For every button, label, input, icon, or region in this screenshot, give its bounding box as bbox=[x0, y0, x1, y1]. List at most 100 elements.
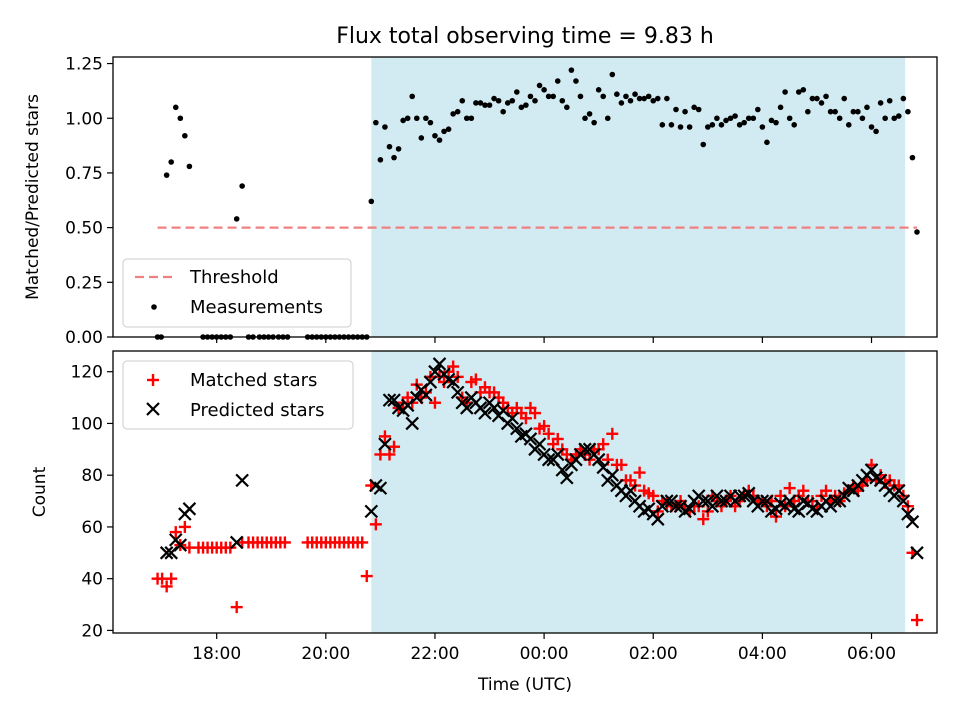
matched-star-point bbox=[551, 432, 564, 445]
measurement-point bbox=[782, 89, 788, 95]
xtick-label: 02:00 bbox=[629, 644, 678, 664]
measurement-point bbox=[600, 93, 607, 100]
measurement-point bbox=[382, 124, 388, 130]
measurement-point bbox=[614, 91, 620, 97]
measurement-point bbox=[427, 119, 434, 126]
ratio-y-axis-label: Matched/Predicted stars bbox=[23, 94, 43, 300]
measurement-point bbox=[186, 163, 193, 170]
predicted-star-point bbox=[460, 401, 474, 415]
measurement-point bbox=[163, 172, 170, 178]
measurement-point bbox=[436, 137, 443, 143]
measurement-point bbox=[536, 82, 543, 89]
predicted-star-point bbox=[696, 494, 711, 508]
measurement-point bbox=[518, 104, 525, 111]
measurement-point bbox=[900, 95, 907, 102]
measurement-point bbox=[714, 115, 720, 122]
ratio-ytick-label: 1.25 bbox=[65, 55, 103, 75]
measurement-point bbox=[391, 154, 397, 161]
chart-title: Flux total observing time = 9.83 h bbox=[336, 24, 714, 49]
measurement-point bbox=[632, 91, 638, 97]
counts-ytick-label: 20 bbox=[81, 621, 103, 641]
counts-ytick-label: 40 bbox=[81, 570, 103, 590]
measurement-point bbox=[841, 95, 848, 102]
matched-star-point bbox=[529, 407, 542, 420]
matched-star-point bbox=[356, 536, 369, 549]
measurement-point bbox=[413, 115, 420, 122]
measurement-point bbox=[432, 132, 438, 139]
measurement-point bbox=[527, 93, 534, 100]
measurement-point bbox=[777, 104, 784, 111]
measurement-point bbox=[832, 108, 838, 115]
measurement-point bbox=[441, 128, 447, 135]
measurement-point bbox=[886, 97, 893, 104]
measurement-point bbox=[404, 115, 411, 122]
measurement-point bbox=[168, 159, 175, 165]
measurement-point bbox=[682, 108, 688, 115]
measurement-point bbox=[791, 122, 798, 128]
matched-star-point bbox=[820, 484, 833, 497]
matched-star-point bbox=[378, 430, 391, 443]
measurement-point bbox=[741, 119, 747, 126]
measurement-point bbox=[773, 119, 779, 126]
measurement-point bbox=[182, 132, 188, 139]
predicted-star-point bbox=[705, 499, 720, 514]
measurement-point bbox=[523, 102, 529, 108]
matched-star-point bbox=[165, 572, 178, 585]
ratio-legend: Threshold Measurements bbox=[122, 258, 352, 328]
counts-panel: 20 40 60 80 100 120 18:00 20:00 22:00 00:00 02:00… bbox=[30, 350, 938, 695]
matched-star-point bbox=[633, 466, 646, 479]
predicted-star-point bbox=[660, 494, 674, 508]
predicted-star-point bbox=[651, 512, 665, 526]
ratio-ytick-label: 1.00 bbox=[65, 109, 103, 129]
matched-star-point bbox=[360, 570, 373, 583]
matched-star-point bbox=[383, 448, 396, 461]
measurements-series bbox=[154, 67, 920, 340]
xtick-label: 04:00 bbox=[738, 644, 787, 664]
legend-predicted-label: Predicted stars bbox=[190, 400, 324, 421]
ratio-x-ticks bbox=[216, 337, 873, 343]
ratio-ytick-label: 0.50 bbox=[65, 219, 103, 239]
predicted-star-point bbox=[532, 437, 547, 451]
counts-series bbox=[151, 357, 924, 627]
predicted-star-point bbox=[419, 388, 433, 402]
matched-star-point bbox=[160, 580, 173, 593]
measurement-point bbox=[545, 93, 552, 100]
measurement-point bbox=[368, 198, 375, 205]
x-axis-label: Time (UTC) bbox=[477, 675, 572, 695]
measurement-point bbox=[686, 124, 693, 130]
matched-star-point bbox=[230, 601, 243, 614]
predicted-star-point bbox=[159, 546, 174, 560]
predicted-star-point bbox=[405, 416, 420, 431]
matched-star-point bbox=[178, 520, 191, 533]
legend-measurements-label: Measurements bbox=[190, 297, 323, 318]
matched-star-point bbox=[469, 373, 482, 386]
ratio-panel: 0.00 0.25 0.50 0.75 1.00 1.25 Matched/Predict… bbox=[23, 55, 938, 348]
predicted-star-point bbox=[837, 489, 852, 503]
predicted-star-point bbox=[578, 442, 592, 457]
measurement-point bbox=[532, 97, 538, 104]
ratio-plot-frame bbox=[112, 56, 938, 338]
measurement-point bbox=[873, 128, 879, 135]
predicted-star-point bbox=[378, 437, 392, 451]
measurement-point bbox=[591, 119, 597, 126]
matched-star-point bbox=[783, 482, 796, 495]
measurement-point bbox=[891, 115, 898, 122]
matched-star-point bbox=[606, 427, 619, 440]
measurement-point bbox=[859, 115, 866, 122]
predicted-star-point bbox=[550, 447, 565, 462]
measurement-point bbox=[573, 78, 579, 84]
ratio-ytick-label: 0.25 bbox=[65, 273, 103, 293]
measurement-point bbox=[864, 104, 870, 111]
xtick-label: 20:00 bbox=[301, 644, 350, 664]
measurement-point bbox=[732, 113, 738, 119]
counts-plot-frame bbox=[112, 350, 938, 634]
predicted-star-point bbox=[229, 535, 244, 550]
measurement-point bbox=[654, 95, 661, 102]
predicted-star-point bbox=[591, 452, 606, 467]
matched-star-point bbox=[647, 489, 660, 502]
predicted-star-point bbox=[892, 483, 906, 498]
measurement-point bbox=[795, 89, 802, 95]
matched-star-point bbox=[169, 526, 182, 539]
measurement-point bbox=[750, 115, 757, 122]
xtick-label: 06:00 bbox=[847, 644, 896, 664]
